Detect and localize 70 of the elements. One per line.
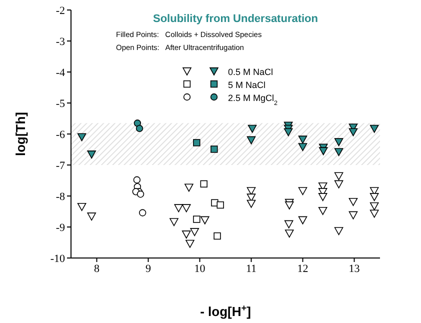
y-tick-label: -4	[56, 66, 66, 79]
point	[284, 201, 294, 210]
point	[370, 193, 379, 202]
point	[318, 206, 328, 215]
point	[87, 150, 96, 159]
point	[186, 240, 194, 248]
point	[200, 180, 208, 188]
point	[334, 172, 344, 180]
y-tick-label: -7	[56, 160, 66, 172]
point	[318, 147, 328, 156]
point	[136, 124, 144, 132]
chart-title: Solubility from Undersaturation	[152, 13, 318, 25]
point	[348, 211, 358, 220]
point	[87, 212, 96, 221]
legend-label: 5 M NaCl	[228, 80, 266, 90]
y-tick-label: -9	[56, 222, 66, 234]
point	[284, 230, 294, 238]
x-tick-label: 10	[194, 262, 206, 275]
point	[348, 198, 358, 206]
point	[200, 216, 210, 224]
point	[348, 128, 358, 136]
point	[174, 204, 184, 212]
point	[284, 220, 294, 228]
x-tick-label: 8	[94, 262, 100, 275]
point	[298, 216, 308, 224]
point	[284, 128, 293, 136]
point	[184, 184, 194, 192]
point	[318, 193, 328, 202]
point	[334, 148, 344, 156]
x-tick-label: 9	[146, 262, 152, 275]
y-tick-label: -2	[56, 4, 65, 17]
point	[298, 136, 308, 144]
point	[193, 139, 200, 146]
point	[216, 201, 224, 209]
y-tick-label: -3	[56, 36, 66, 48]
point	[193, 216, 200, 223]
point	[246, 136, 256, 144]
y-tick-label: -5	[56, 98, 66, 110]
point	[77, 133, 86, 142]
point	[210, 146, 218, 153]
point	[334, 227, 344, 236]
x-axis-title: - log[H$^{+}$]	[200, 303, 251, 319]
point	[136, 190, 144, 198]
point	[138, 209, 146, 216]
y-tick-label: -8	[56, 190, 66, 203]
point	[190, 228, 199, 236]
x-tick-label: 13	[348, 262, 360, 275]
point	[182, 204, 191, 212]
point	[170, 218, 178, 226]
legend-label: 0.5 M NaCl	[228, 67, 274, 77]
x-tick-label: 11	[246, 262, 257, 275]
y-axis-title: log[Th]	[13, 112, 28, 156]
point	[334, 180, 344, 188]
legend-label: 2.5 M MgCl$_{2}$	[228, 93, 278, 106]
point	[370, 210, 379, 218]
point	[211, 199, 218, 206]
x-tick-label: 12	[297, 262, 308, 275]
point	[370, 202, 379, 210]
point	[133, 176, 141, 184]
y-tick-label: -10	[50, 252, 66, 265]
point	[246, 200, 256, 208]
y-tick-label: -6	[56, 128, 66, 141]
point	[334, 138, 344, 146]
point	[214, 232, 221, 240]
point	[298, 187, 308, 196]
point	[370, 124, 379, 133]
point	[77, 202, 86, 211]
point	[248, 124, 257, 133]
point	[298, 143, 308, 152]
point	[182, 230, 191, 239]
